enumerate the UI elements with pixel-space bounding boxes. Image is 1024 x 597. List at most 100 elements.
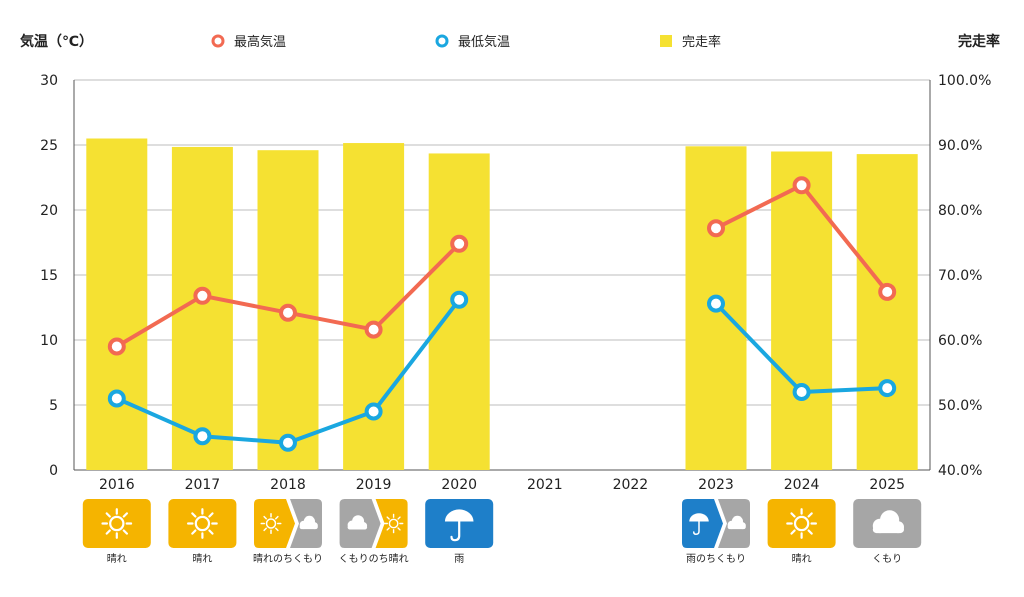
data-point (193, 286, 212, 305)
legend-item: 完走率 (660, 34, 721, 50)
x-tick-label: 2025 (869, 477, 905, 493)
weather-tile-left (254, 499, 295, 548)
data-point (450, 234, 469, 253)
weather-tile (168, 499, 237, 548)
weather-icon-2017: sun (168, 499, 237, 548)
x-tick-label: 2017 (185, 477, 221, 493)
bar-finish-rate (771, 151, 833, 470)
weather-label: 晴れのちくもり (253, 552, 323, 565)
weather-label: くもり (872, 553, 902, 565)
weather-icon-2024: sun (767, 499, 836, 548)
y-right-tick-label: 40.0% (938, 463, 982, 479)
data-point (707, 294, 725, 313)
y-left-tick-label: 25 (40, 138, 58, 154)
weather-tile-right (375, 499, 408, 548)
y-left-axis-title: 気温（℃） (20, 33, 93, 50)
x-tick-label: 2016 (99, 477, 135, 493)
umbrella-handle (450, 520, 461, 542)
bar-finish-rate (86, 138, 148, 470)
data-point (193, 427, 212, 446)
legend-label: 最低気温 (458, 34, 510, 50)
legend-label: 完走率 (682, 34, 721, 50)
weather-icon-2020: umbrella (425, 499, 494, 548)
weather-icon-2019 (339, 499, 408, 548)
sun-core (109, 515, 125, 532)
x-tick-label: 2020 (441, 477, 477, 493)
data-point (792, 176, 811, 195)
bar-finish-rate (428, 153, 490, 470)
weather-tile-left (682, 499, 723, 548)
data-point (107, 337, 126, 356)
x-tick-label: 2022 (613, 477, 649, 493)
y-right-tick-label: 70.0% (938, 268, 982, 284)
sun-ray (275, 515, 279, 520)
cloud-part (347, 525, 368, 530)
data-point (364, 320, 383, 339)
sun-ray (208, 529, 214, 535)
data-point (707, 219, 725, 238)
weather-label: 雨のちくもり (686, 553, 746, 565)
sun-ray (790, 529, 796, 535)
bar-finish-rate (856, 154, 918, 470)
sun-ray (397, 516, 401, 520)
cloud-part (299, 524, 318, 530)
weather-icon-2016: sun (82, 499, 151, 548)
sun-ray (105, 512, 111, 518)
legend-label: 最高気温 (234, 34, 286, 50)
cloud-part (727, 524, 746, 530)
data-point (364, 402, 383, 421)
umbrella-canopy (689, 513, 709, 522)
weather-label: 晴れ (107, 552, 127, 565)
weather-label: 晴れ (792, 552, 812, 565)
y-right-tick-label: 60.0% (938, 333, 982, 349)
weather-tile (767, 499, 836, 548)
y-right-axis-title: 完走率 (958, 33, 1000, 50)
cloud-part (872, 525, 904, 534)
sun-core (793, 515, 810, 532)
legend-marker (435, 34, 449, 48)
sun-ray (397, 527, 401, 531)
sun-ray (191, 512, 197, 518)
legend-item: 最低気温 (435, 34, 510, 50)
x-tick-label: 2019 (356, 477, 392, 493)
weather-icon-2023 (682, 499, 750, 548)
sun-ray (263, 527, 267, 532)
x-tick-label: 2024 (784, 477, 820, 493)
sun-core (388, 518, 399, 529)
y-left-tick-label: 5 (49, 398, 58, 414)
umbrella-canopy (444, 509, 474, 522)
y-right-tick-label: 100.0% (938, 73, 991, 89)
sun-ray (122, 512, 129, 518)
sun-core (194, 515, 211, 532)
y-right-tick-label: 80.0% (938, 203, 982, 219)
data-point (878, 379, 897, 398)
umbrella-handle (693, 520, 700, 536)
sun-ray (263, 515, 267, 520)
y-left-tick-label: 20 (40, 203, 58, 219)
legend-item: 最高気温 (211, 34, 286, 50)
y-left-tick-label: 10 (40, 333, 58, 349)
y-right-tick-label: 90.0% (938, 138, 982, 154)
data-point (279, 433, 297, 452)
data-point (450, 290, 469, 309)
sun-ray (191, 529, 197, 535)
sun-ray (105, 529, 111, 535)
data-point (878, 282, 897, 301)
series-min-temp (107, 290, 897, 452)
sun-ray (386, 527, 390, 531)
legend-marker (211, 34, 225, 48)
sun-ray (275, 527, 279, 532)
sun-ray (790, 512, 796, 518)
data-point (107, 389, 126, 408)
x-tick-label: 2018 (270, 477, 306, 493)
legend-marker (660, 35, 672, 47)
y-right-tick-label: 50.0% (938, 398, 982, 414)
x-tick-label: 2023 (698, 477, 734, 493)
data-point (792, 383, 811, 401)
series-max-temp (107, 176, 897, 356)
weather-icon-2018 (254, 499, 322, 548)
y-left-tick-label: 15 (40, 268, 58, 284)
weather-label: 雨 (454, 554, 464, 565)
data-point (279, 303, 297, 322)
